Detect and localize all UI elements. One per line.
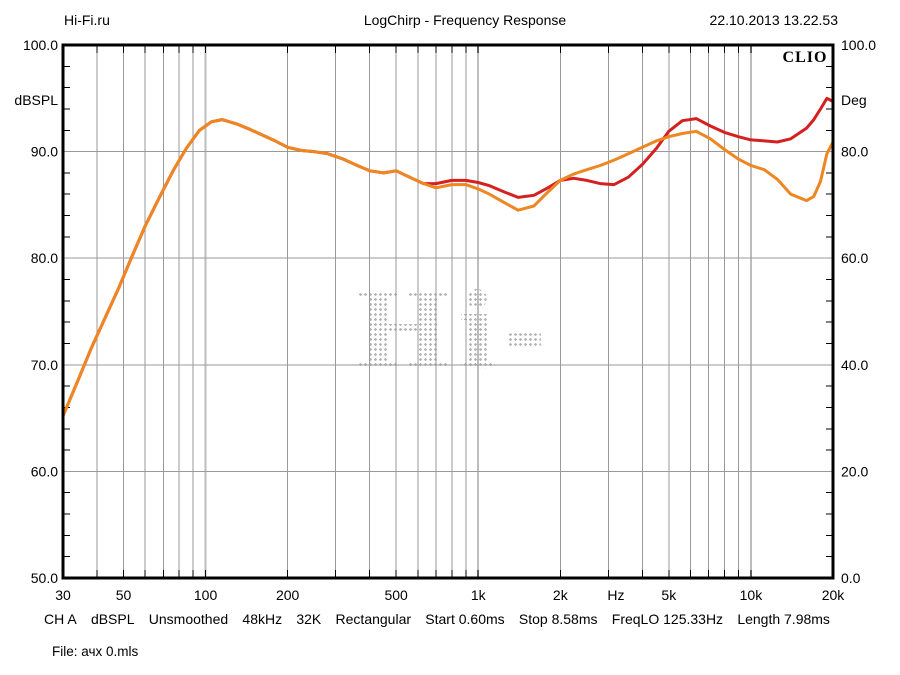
x-axis-tick-label: 2k: [553, 587, 569, 603]
x-axis-tick-label: 1k: [471, 587, 487, 603]
y-left-tick-label: 50.0: [31, 570, 58, 586]
x-axis-tick-label: 50: [116, 587, 132, 603]
status-token: 48kHz: [242, 611, 283, 627]
y-left-tick-label: 90.0: [31, 144, 58, 160]
y-right-tick-label: 80.0: [841, 144, 868, 160]
status-token: 32K: [296, 611, 322, 627]
x-axis-unit-label: Hz: [607, 587, 624, 603]
x-axis-tick-label: 200: [276, 587, 300, 603]
curve-orange: [61, 118, 835, 418]
y-right-tick-label: 20.0: [841, 463, 868, 479]
status-token: dBSPL: [90, 611, 135, 627]
timestamp-label: 22.10.2013 13.22.53: [709, 12, 838, 28]
y-right-tick-label: 40.0: [841, 357, 868, 373]
status-token: Unsmoothed: [148, 611, 229, 627]
y-right-unit-label: Deg: [841, 92, 867, 108]
y-left-unit-label: dBSPL: [14, 92, 58, 108]
status-token: CH A: [44, 611, 77, 627]
chart-title: LogChirp - Frequency Response: [363, 12, 567, 28]
x-axis-tick-label: 30: [55, 587, 71, 603]
y-left-tick-label: 100.0: [23, 37, 58, 53]
x-axis-tick-label: 5k: [661, 587, 677, 603]
site-label: Hi-Fi.ru: [64, 12, 110, 28]
x-axis-tick-label: 20k: [822, 587, 846, 603]
y-right-tick-label: 0.0: [841, 570, 861, 586]
x-axis-tick-label: 100: [194, 587, 218, 603]
y-left-tick-label: 80.0: [31, 250, 58, 266]
status-token: Start 0.60ms: [425, 611, 505, 627]
y-right-tick-label: 100.0: [841, 37, 876, 53]
status-token: Rectangular: [335, 611, 412, 627]
status-token: FreqLO 125.33Hz: [611, 611, 724, 627]
clio-brand-label: CLIO: [782, 49, 828, 66]
plot-border: [61, 43, 835, 580]
status-bar: CH A dBSPL Unsmoothed 48kHz 32K Rectangular St…: [44, 611, 830, 627]
y-left-tick-label: 60.0: [31, 463, 58, 479]
y-left-tick-label: 70.0: [31, 357, 58, 373]
x-axis-tick-label: 10k: [740, 587, 764, 603]
status-token: Length 7.98ms: [737, 611, 830, 627]
site-watermark: Hi-Fi.ru: [218, 272, 688, 512]
x-axis-tick-label: 500: [384, 587, 408, 603]
status-token: Stop 8.58ms: [518, 611, 598, 627]
file-name-label: File: ачх 0.mls: [52, 644, 139, 659]
y-right-tick-label: 60.0: [841, 250, 868, 266]
